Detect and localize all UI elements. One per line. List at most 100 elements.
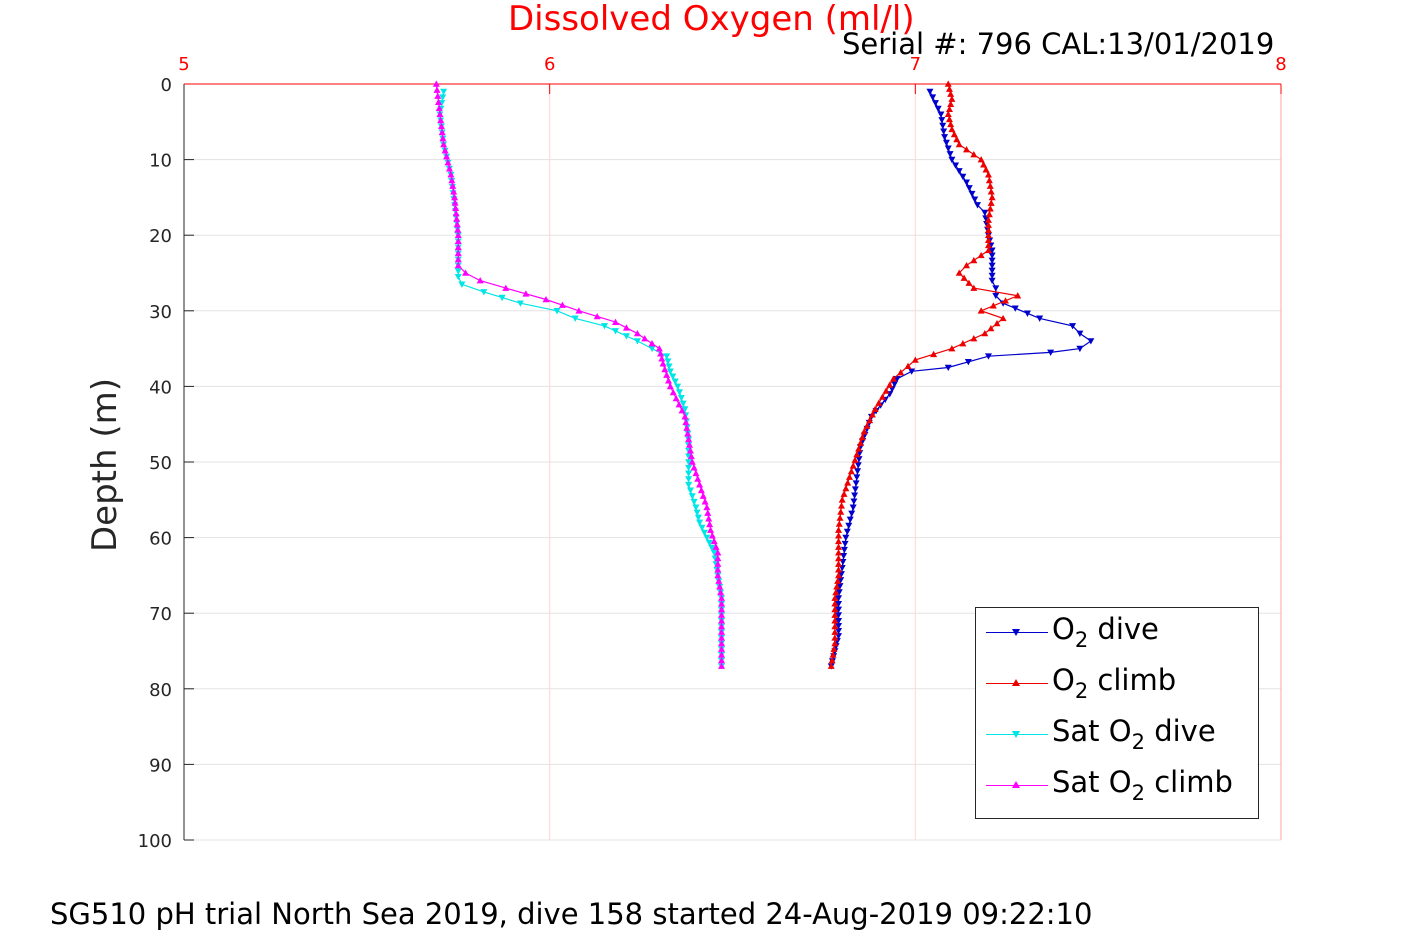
- data-point-sat-o2-climb: [685, 435, 693, 443]
- data-point-o2-dive: [931, 100, 939, 107]
- series-line-sat-o2-climb: [435, 83, 723, 667]
- data-point-o2-climb: [835, 526, 843, 533]
- data-point-sat-o2-climb: [688, 458, 696, 465]
- data-point-sat-o2-climb: [718, 622, 726, 630]
- data-point-o2-dive: [944, 145, 952, 152]
- data-point-sat-o2-climb: [611, 318, 619, 325]
- data-point-o2-dive: [988, 272, 996, 280]
- data-point-o2-dive: [965, 185, 973, 192]
- data-point-sat-o2-climb: [714, 571, 722, 579]
- data-point-sat-o2-climb: [699, 492, 707, 499]
- data-point-sat-o2-climb: [718, 611, 726, 618]
- data-point-sat-o2-climb: [443, 153, 451, 160]
- data-point-o2-dive: [1076, 345, 1084, 353]
- y-tick-label: 30: [149, 302, 172, 323]
- data-point-o2-climb: [987, 188, 995, 195]
- data-point-sat-o2-climb: [692, 469, 700, 477]
- legend-label: O2 climb: [1052, 663, 1177, 703]
- data-point-o2-dive: [944, 364, 952, 371]
- data-point-sat-o2-climb: [454, 231, 462, 238]
- data-point-sat-o2-climb: [437, 116, 445, 124]
- data-point-o2-dive: [1036, 315, 1044, 322]
- data-point-o2-climb: [831, 622, 839, 630]
- data-point-sat-o2-climb: [710, 537, 718, 545]
- data-point-o2-dive: [835, 628, 843, 635]
- data-point-sat-o2-climb: [672, 394, 680, 402]
- data-point-o2-dive: [846, 516, 854, 523]
- legend-entry-o2-dive: O2 dive: [982, 608, 1252, 658]
- data-point-o2-climb: [830, 645, 838, 652]
- data-point-o2-dive: [988, 277, 996, 285]
- data-point-sat-o2-climb: [682, 418, 690, 426]
- data-point-o2-climb: [828, 656, 836, 664]
- data-point-o2-dive: [959, 173, 967, 181]
- data-point-sat-o2-climb: [718, 628, 726, 635]
- data-point-sat-o2-dive: [681, 406, 689, 413]
- data-point-o2-dive: [992, 285, 1000, 292]
- data-point-sat-o2-climb: [718, 600, 726, 607]
- data-point-o2-dive: [971, 196, 979, 203]
- legend-label: Sat O2 dive: [1052, 714, 1216, 754]
- data-point-sat-o2-dive: [611, 328, 619, 335]
- data-point-o2-climb: [831, 634, 839, 641]
- data-point-sat-o2-climb: [683, 424, 691, 431]
- data-point-sat-o2-dive: [708, 544, 716, 552]
- data-point-sat-o2-climb: [690, 464, 698, 471]
- data-point-o2-dive: [853, 474, 861, 481]
- data-point-o2-dive: [988, 262, 996, 269]
- data-point-sat-o2-climb: [718, 617, 726, 624]
- data-point-o2-dive: [968, 190, 976, 198]
- series-line-o2-climb: [830, 83, 1020, 667]
- data-point-o2-climb: [953, 135, 961, 143]
- data-point-o2-climb: [847, 467, 855, 475]
- data-point-o2-dive: [1069, 323, 1077, 330]
- data-point-sat-o2-climb: [441, 147, 449, 154]
- data-point-o2-climb: [1002, 297, 1010, 304]
- data-point-o2-climb: [849, 462, 857, 469]
- data-point-o2-climb: [984, 216, 992, 223]
- data-point-o2-dive: [938, 117, 946, 124]
- data-point-o2-climb: [977, 307, 985, 314]
- data-point-o2-dive: [836, 583, 844, 590]
- data-point-sat-o2-climb: [717, 588, 725, 596]
- data-point-o2-climb: [960, 274, 968, 281]
- data-point-o2-dive: [939, 122, 947, 130]
- data-point-o2-climb: [904, 362, 912, 370]
- data-point-sat-o2-climb: [450, 188, 458, 195]
- data-point-o2-dive: [852, 480, 860, 487]
- data-point-sat-o2-climb: [657, 350, 665, 357]
- data-point-o2-dive: [946, 151, 954, 158]
- x-tick-label: 5: [178, 54, 189, 75]
- data-point-o2-climb: [835, 566, 843, 573]
- data-point-sat-o2-dive: [571, 315, 579, 322]
- data-point-o2-dive: [1047, 349, 1055, 356]
- triangle-down-marker-icon: [1012, 731, 1020, 738]
- data-point-sat-o2-climb: [659, 360, 667, 367]
- data-point-o2-climb: [842, 484, 850, 492]
- data-point-sat-o2-climb: [718, 639, 726, 647]
- data-point-o2-dive: [835, 589, 843, 596]
- data-point-o2-climb: [837, 502, 845, 509]
- data-point-sat-o2-climb: [454, 226, 462, 233]
- data-point-sat-o2-climb: [448, 176, 456, 184]
- data-point-sat-o2-dive: [694, 514, 702, 521]
- data-point-sat-o2-dive: [685, 481, 693, 489]
- data-point-sat-o2-climb: [447, 171, 455, 178]
- data-point-o2-climb: [987, 324, 995, 332]
- data-point-o2-dive: [840, 546, 848, 554]
- data-point-o2-climb: [829, 651, 837, 658]
- data-point-o2-dive: [940, 128, 948, 135]
- data-point-o2-dive: [842, 534, 850, 542]
- y-tick-label: 80: [149, 680, 172, 701]
- data-point-sat-o2-climb: [705, 515, 713, 522]
- data-point-o2-dive: [964, 359, 972, 366]
- data-point-o2-climb: [853, 450, 861, 458]
- data-point-o2-climb: [868, 411, 876, 418]
- data-point-o2-dive: [984, 353, 992, 360]
- chart-title: Dissolved Oxygen (ml/l): [508, 0, 915, 39]
- data-point-o2-climb: [835, 549, 843, 556]
- data-point-o2-climb: [970, 335, 978, 342]
- triangle-down-marker-icon: [1012, 629, 1020, 636]
- data-point-sat-o2-climb: [718, 594, 726, 601]
- data-point-sat-o2-climb: [686, 441, 694, 448]
